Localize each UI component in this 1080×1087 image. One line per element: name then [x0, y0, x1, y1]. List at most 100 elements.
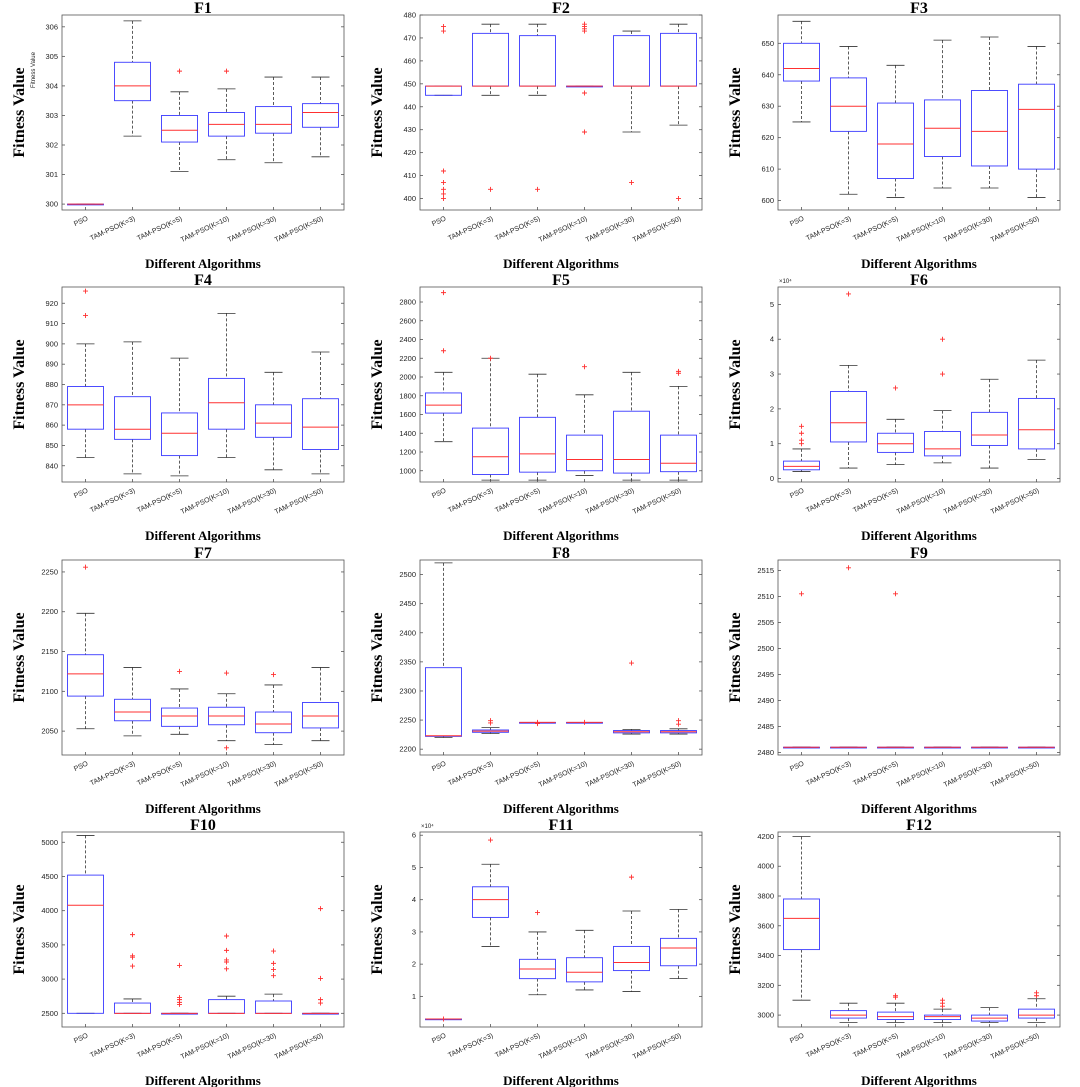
y-tick-label: 460 [403, 56, 416, 65]
box-iqr [425, 667, 462, 737]
y-tick-label: 630 [761, 102, 774, 111]
y-tick-label: 300 [45, 200, 58, 209]
box-iqr [660, 32, 697, 87]
chart-panel-f11: F11 1 2 3 4 5 6 ×10⁴ Fitness Value Different Algo… [369, 817, 703, 1087]
x-tick-label: TAM-PSO(K=3) [805, 1032, 852, 1059]
box-5 [302, 906, 339, 1015]
outlier-marker [271, 960, 276, 966]
outlier-marker [318, 906, 323, 912]
plot-frame [777, 14, 1061, 211]
box-4 [971, 746, 1008, 749]
chart-panel-f4: F4 840 850 860 870 880 890 900 910 920 Fitness Val… [11, 272, 345, 543]
y-tick-label: 2400 [399, 628, 416, 637]
plot-frame [61, 831, 345, 1028]
x-tick-label: TAM-PSO(K=30) [943, 1032, 994, 1061]
box-iqr [783, 460, 820, 471]
box-iqr [67, 874, 104, 1014]
x-tick-label: TAM-PSO(K=10) [538, 487, 589, 516]
outlier-marker [177, 962, 182, 968]
y-tick-label: 6 [412, 831, 416, 840]
box-0 [783, 423, 820, 472]
outlier-marker [441, 28, 446, 34]
outlier-marker [535, 719, 540, 725]
chart-title: F9 [910, 545, 928, 562]
y-tick-label: 4000 [757, 862, 774, 871]
y-tick-label: 3 [412, 927, 416, 936]
x-tick-label: TAM-PSO(K=10) [896, 215, 947, 244]
box-iqr [302, 702, 339, 729]
box-1 [830, 565, 867, 749]
y-tick-label: 2600 [399, 316, 416, 325]
box-iqr [114, 1002, 151, 1014]
box-3 [566, 929, 603, 991]
outlier-marker [318, 975, 323, 981]
box-5 [1018, 359, 1055, 460]
box-iqr [971, 411, 1008, 446]
y-tick-label: 3500 [41, 940, 58, 949]
box-1 [472, 837, 509, 947]
plot-frame [419, 831, 703, 1028]
x-tick-label: TAM-PSO(K=3) [805, 215, 852, 242]
box-iqr [830, 1010, 867, 1019]
box-iqr [1018, 397, 1055, 450]
y-tick-label: 610 [761, 165, 774, 174]
box-1 [114, 341, 151, 475]
x-tick-label: TAM-PSO(K=50) [632, 1032, 683, 1061]
y-axis-label: Fitness Value [727, 67, 744, 157]
y-tick-label: 430 [403, 125, 416, 134]
y-axis-label: Fitness Value [11, 612, 28, 702]
x-tick-label: TAM-PSO(K=50) [274, 760, 325, 789]
x-tick-label: TAM-PSO(K=10) [538, 1032, 589, 1061]
y-tick-label: 2 [770, 404, 774, 413]
box-4 [971, 378, 1008, 469]
outlier-marker [488, 837, 493, 843]
y-tick-label: 400 [403, 194, 416, 203]
x-tick-label: TAM-PSO(K=50) [632, 487, 683, 516]
box-3 [208, 670, 245, 751]
outlier-marker [893, 993, 898, 999]
chart-title: F10 [190, 817, 216, 834]
x-tick-label: TAM-PSO(K=5) [494, 760, 541, 787]
box-4 [613, 30, 650, 185]
outlier-marker [83, 564, 88, 570]
x-tick-label: TAM-PSO(K=3) [805, 487, 852, 514]
y-tick-label: 1 [412, 992, 416, 1001]
x-axis-label: Different Algorithms [861, 801, 977, 816]
x-tick-label: TAM-PSO(K=5) [136, 760, 183, 787]
outlier-marker [488, 718, 493, 724]
box-5 [302, 351, 339, 475]
box-iqr [783, 42, 820, 82]
box-3 [566, 364, 603, 476]
x-tick-label: TAM-PSO(K=50) [990, 487, 1041, 516]
box-0 [425, 23, 462, 202]
outlier-marker [224, 966, 229, 972]
x-axis-label: Different Algorithms [861, 256, 977, 271]
y-tick-label: 470 [403, 33, 416, 42]
box-2 [519, 719, 556, 727]
x-tick-label: TAM-PSO(K=50) [990, 760, 1041, 789]
x-tick-label: TAM-PSO(K=50) [632, 215, 683, 244]
box-iqr [425, 85, 462, 96]
y-tick-label: 2200 [399, 354, 416, 363]
box-3 [924, 746, 961, 749]
y-tick-label: 2050 [41, 727, 58, 736]
box-iqr [208, 377, 245, 430]
x-tick-label: TAM-PSO(K=5) [852, 760, 899, 787]
outlier-marker [130, 953, 135, 959]
y-axis-label: Fitness Value [727, 884, 744, 974]
box-iqr [613, 410, 650, 474]
x-tick-label: TAM-PSO(K=30) [585, 760, 636, 789]
box-0 [783, 20, 820, 123]
y-tick-label: 480 [403, 11, 416, 20]
box-2 [519, 910, 556, 996]
x-axis-label: Different Algorithms [503, 801, 619, 816]
box-4 [971, 36, 1008, 189]
y-tick-label: 2480 [757, 748, 774, 757]
x-tick-label: TAM-PSO(K=10) [180, 487, 231, 516]
outlier-marker [441, 179, 446, 185]
x-tick-label: TAM-PSO(K=5) [136, 487, 183, 514]
box-iqr [1018, 83, 1055, 170]
box-iqr [472, 427, 509, 475]
box-2 [877, 385, 914, 465]
box-1 [472, 23, 509, 192]
